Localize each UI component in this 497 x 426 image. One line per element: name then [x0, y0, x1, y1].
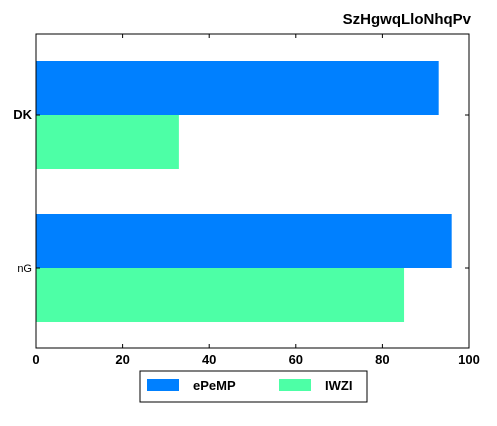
- bar-IWZI-DK: [36, 115, 179, 169]
- x-tick-label: 100: [458, 352, 480, 367]
- plot-frame: [35, 33, 470, 349]
- x-tick-label: 0: [32, 352, 39, 367]
- legend: ePeMP IWZI: [139, 370, 368, 403]
- legend-swatch-IWZI: [279, 379, 311, 391]
- legend-label-ePeMP: ePeMP: [193, 378, 236, 393]
- x-axis: 0 20 40 60 80 100: [32, 34, 480, 367]
- legend-label-IWZI: IWZI: [325, 378, 352, 393]
- x-tick-label: 80: [375, 352, 389, 367]
- bar-ePeMP-nG: [36, 214, 452, 268]
- legend-swatch-ePeMP: [147, 379, 179, 391]
- y-category-label: nG: [17, 263, 32, 275]
- plot-area: [35, 33, 470, 349]
- bar-IWZI-nG: [36, 268, 405, 322]
- x-tick-label: 20: [115, 352, 129, 367]
- x-tick-label: 40: [202, 352, 216, 367]
- chart-title: SzHgwqLloNhqPv: [343, 11, 472, 28]
- bar-ePeMP-DK: [36, 61, 439, 115]
- x-tick-label: 60: [289, 352, 303, 367]
- y-axis: DK nG: [13, 107, 469, 275]
- y-category-label: DK: [13, 107, 32, 122]
